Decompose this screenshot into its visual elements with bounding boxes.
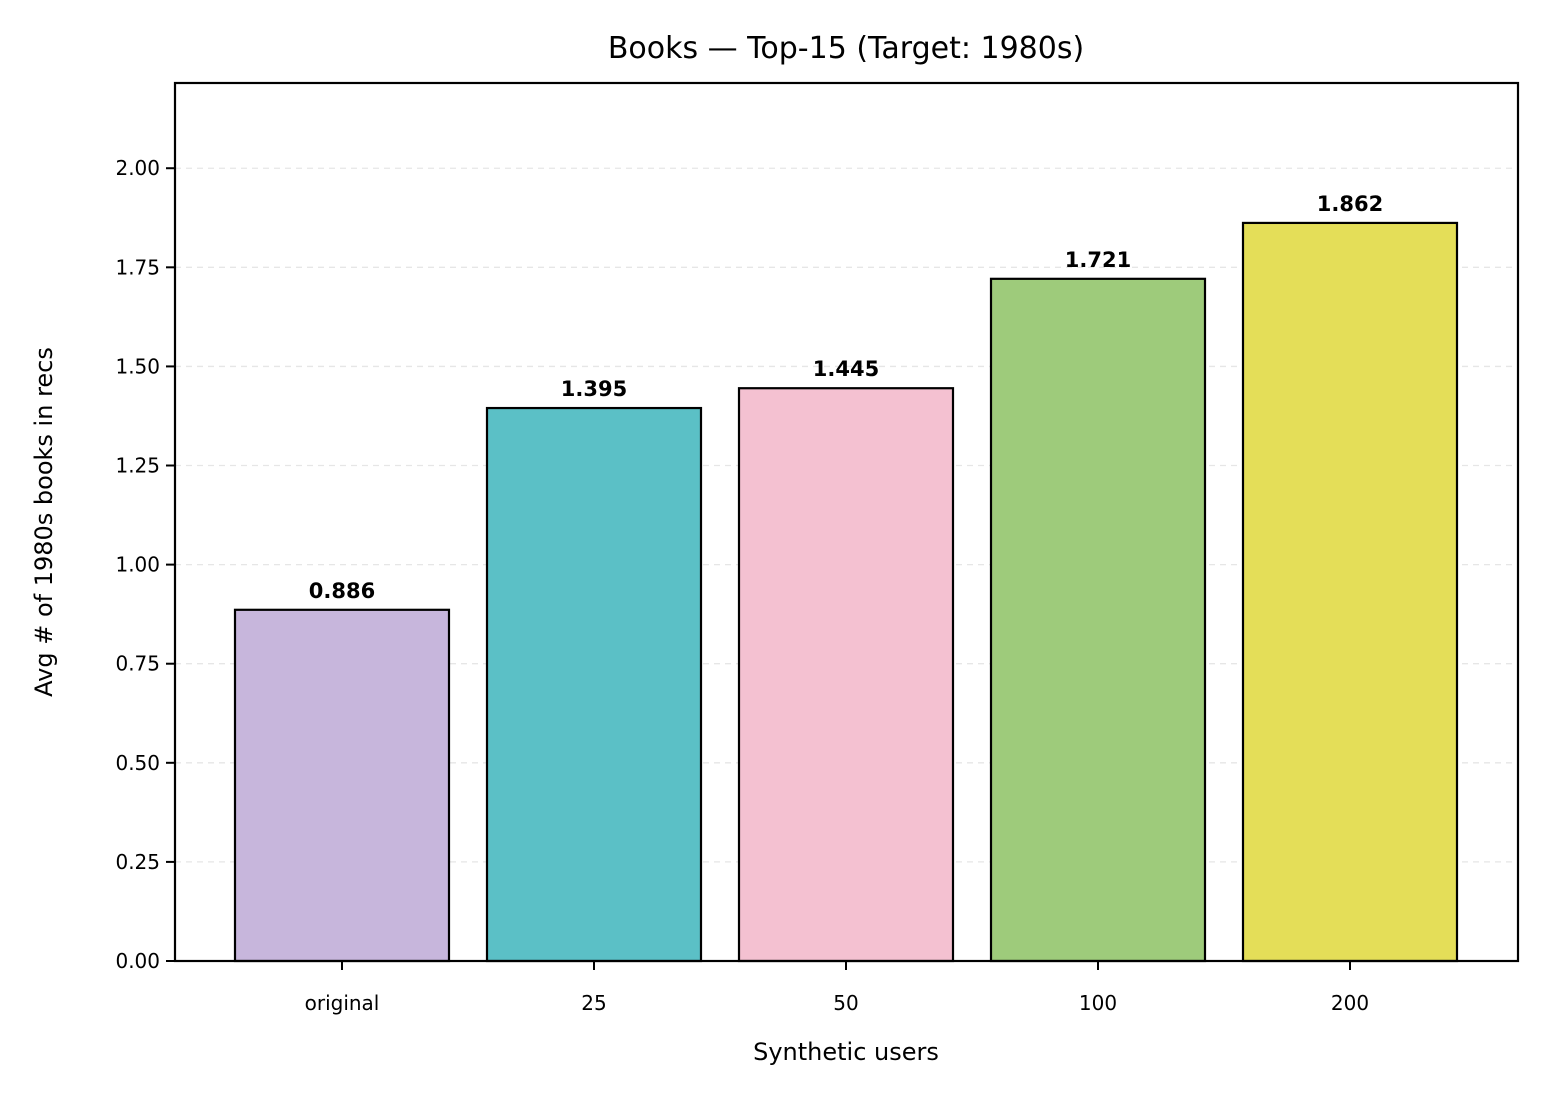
x-tick-label: 100	[1079, 991, 1117, 1015]
y-axis-ticks: 0.00 0.25 0.50 0.75 1.00 1.25 1.50 1.75 2.00	[115, 156, 175, 973]
y-tick-label: 0.75	[115, 652, 160, 676]
value-label: 1.862	[1317, 192, 1383, 216]
y-axis-label: Avg # of 1980s books in recs	[30, 347, 58, 697]
x-tick-label: original	[305, 991, 380, 1015]
y-tick-label: 1.75	[115, 255, 160, 279]
value-label: 1.445	[813, 357, 879, 381]
bar-100	[989, 277, 1207, 963]
chart-title: Books — Top-15 (Target: 1980s)	[608, 31, 1084, 66]
bars	[233, 221, 1459, 963]
value-labels: 0.886 1.395 1.445 1.721 1.862	[309, 192, 1383, 603]
y-tick-label: 0.00	[115, 949, 160, 973]
x-tick-label: 200	[1331, 991, 1369, 1015]
y-tick-label: 1.25	[115, 454, 160, 478]
value-label: 1.395	[561, 377, 627, 401]
bar-200	[1241, 221, 1459, 963]
x-tick-label: 25	[581, 991, 606, 1015]
bar-50	[737, 387, 955, 963]
bar-original	[233, 608, 451, 963]
x-axis-ticks: original 25 50 100 200	[305, 961, 1369, 1015]
y-tick-label: 1.00	[115, 553, 160, 577]
x-tick-label: 50	[833, 991, 858, 1015]
y-tick-label: 1.50	[115, 354, 160, 378]
bar-25	[485, 406, 703, 963]
y-tick-label: 0.50	[115, 751, 160, 775]
y-tick-label: 2.00	[115, 156, 160, 180]
x-axis-label: Synthetic users	[753, 1038, 939, 1066]
value-label: 0.886	[309, 579, 375, 603]
value-label: 1.721	[1065, 248, 1131, 272]
y-tick-label: 0.25	[115, 850, 160, 874]
